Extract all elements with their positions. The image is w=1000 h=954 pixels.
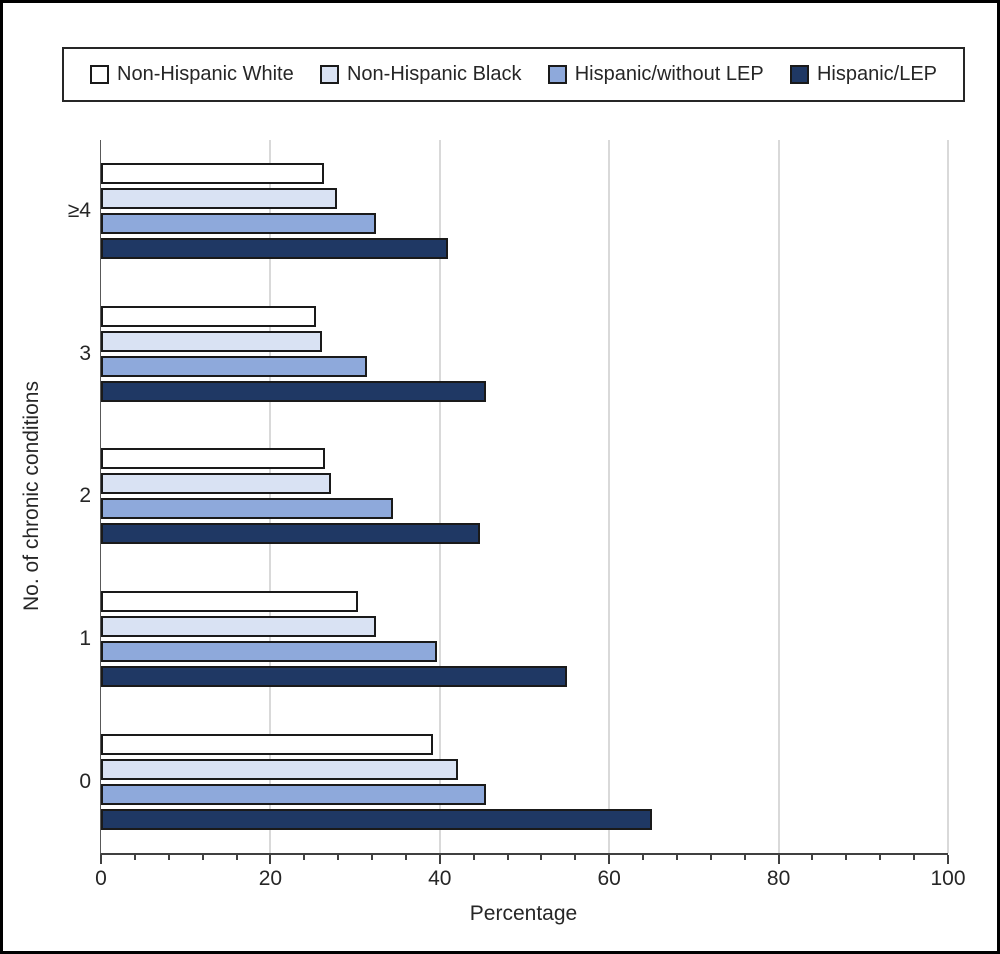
bar: [101, 473, 332, 495]
x-tick-label: 80: [766, 867, 791, 890]
x-axis-minor-tick: [337, 855, 340, 860]
x-axis-minor-tick: [540, 855, 543, 860]
bar: [101, 448, 326, 470]
gridline: [608, 140, 611, 853]
x-axis-minor-tick: [506, 855, 509, 860]
gridline: [269, 140, 272, 853]
x-tick-label: 20: [258, 867, 283, 890]
category-group: [101, 140, 948, 283]
x-axis-minor-tick: [709, 855, 712, 860]
x-axis-major-tick: [438, 855, 441, 864]
x-tick-label: 60: [597, 867, 621, 890]
bar: [101, 758, 458, 780]
x-axis-minor-tick: [845, 855, 848, 860]
bar: [101, 591, 358, 613]
x-tick-label: 40: [428, 867, 452, 890]
category-label: 0: [79, 769, 91, 793]
x-axis-minor-tick: [133, 855, 136, 860]
x-axis-minor-tick: [201, 855, 204, 860]
legend-item: Non-Hispanic Black: [319, 63, 522, 86]
bar: [101, 523, 481, 545]
x-axis-minor-tick: [371, 855, 374, 860]
category-group: [101, 568, 948, 711]
category-group: [101, 710, 948, 853]
category-label: 1: [79, 627, 91, 651]
category-label: 3: [79, 341, 91, 365]
x-axis-minor-tick: [642, 855, 645, 860]
legend-label: Hispanic/without LEP: [574, 63, 764, 85]
bar: [101, 641, 438, 663]
bar: [101, 380, 487, 402]
x-axis-major-tick: [100, 855, 102, 864]
bar: [101, 305, 317, 327]
x-axis-major-tick: [269, 855, 272, 864]
x-axis-major-tick: [947, 855, 949, 864]
legend-swatch: [789, 65, 809, 84]
bar: [101, 355, 367, 377]
legend-label: Non-Hispanic Black: [346, 63, 522, 85]
bar: [101, 666, 567, 688]
bar: [101, 733, 434, 755]
bar: [101, 330, 323, 352]
x-axis-minor-tick: [811, 855, 814, 860]
bar: [101, 498, 394, 520]
bar: [101, 616, 377, 638]
category-label: 2: [79, 484, 91, 508]
gridline: [947, 140, 949, 853]
category-labels: ≥4 3 2 1 0: [13, 140, 101, 853]
bar: [101, 213, 377, 235]
category-group: [101, 283, 948, 426]
legend-item: Hispanic/without LEP: [547, 63, 764, 86]
x-axis-minor-tick: [879, 855, 882, 860]
legend-swatch: [547, 65, 567, 84]
bar: [101, 188, 338, 210]
x-tick-label: 100: [930, 867, 966, 890]
x-axis-minor-tick: [303, 855, 306, 860]
x-axis-major-tick: [608, 855, 611, 864]
legend-item: Hispanic/LEP: [789, 63, 937, 86]
x-axis-minor-tick: [675, 855, 678, 860]
legend-label: Hispanic/LEP: [816, 63, 937, 85]
bar: [101, 808, 653, 830]
x-axis-minor-tick: [472, 855, 475, 860]
legend-item: Non-Hispanic White: [90, 63, 294, 86]
legend: Non-Hispanic White Non-Hispanic Black Hisp…: [62, 47, 965, 102]
plot-area: ≥4 3 2 1 0 0 20 40 60 80 100: [68, 140, 966, 890]
x-axis-minor-tick: [167, 855, 170, 860]
bar: [101, 163, 324, 185]
category-label: ≥4: [67, 199, 91, 223]
bar: [101, 783, 487, 805]
legend-swatch: [319, 65, 339, 84]
x-axis-minor-tick: [743, 855, 746, 860]
gridline: [777, 140, 780, 853]
x-axis-title: Percentage: [469, 902, 578, 925]
x-axis-minor-tick: [235, 855, 238, 860]
x-axis-major-tick: [777, 855, 780, 864]
legend-label: Non-Hispanic White: [117, 63, 294, 85]
category-group: [101, 425, 948, 568]
x-axis-minor-tick: [404, 855, 407, 860]
x-tick-label: 0: [95, 867, 107, 890]
x-axis-minor-tick: [574, 855, 577, 860]
legend-swatch: [90, 65, 109, 84]
bar: [101, 238, 449, 260]
x-axis-minor-tick: [913, 855, 916, 860]
gridline: [438, 140, 441, 853]
x-axis-tick-labels: 0 20 40 60 80 100: [95, 867, 965, 893]
